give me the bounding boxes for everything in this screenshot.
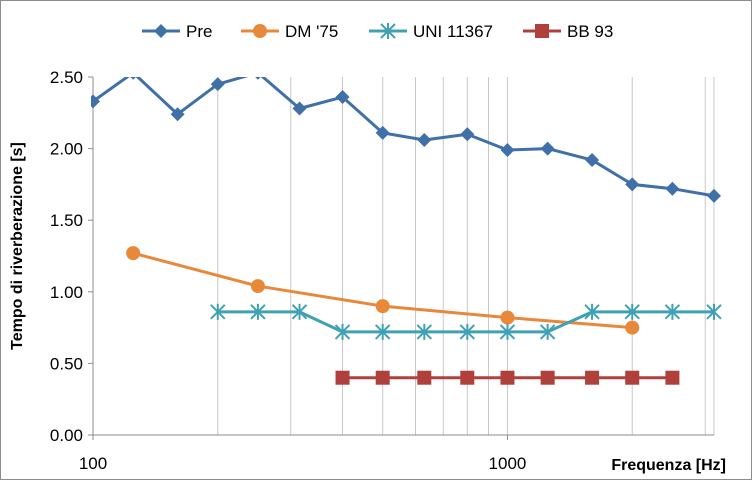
data-point: [292, 101, 307, 116]
series-bb-93: [335, 370, 680, 385]
data-point: [170, 107, 185, 122]
series-pre: [91, 77, 721, 203]
data-point: [375, 370, 390, 385]
data-point: [585, 153, 600, 168]
legend-item: UNI 11367: [369, 22, 493, 41]
data-point: [255, 77, 261, 80]
data-point: [210, 303, 226, 320]
legend: Pre DM '75 UNI 11367 BB 93: [142, 22, 613, 41]
data-point: [500, 143, 515, 158]
data-point: [334, 323, 351, 340]
data-point: [665, 370, 680, 385]
data-point: [416, 323, 433, 340]
data-point: [91, 94, 100, 109]
legend-label: Pre: [186, 22, 212, 41]
data-point: [126, 246, 141, 261]
y-tick-label: 2.50: [50, 68, 83, 87]
data-point: [375, 299, 390, 314]
legend-item: DM '75: [241, 22, 338, 41]
data-point: [335, 370, 350, 385]
y-tick-label: 2.00: [50, 140, 83, 159]
data-point: [665, 181, 680, 196]
data-point: [625, 177, 640, 192]
data-point: [707, 188, 721, 203]
data-point: [380, 23, 396, 39]
data-point: [210, 77, 225, 92]
x-axis-title: Frequenza [Hz]: [611, 457, 726, 474]
axes: 0.00 0.50 1.00 1.50 2.00 2.50 100 1000: [50, 68, 714, 473]
data-point: [500, 310, 515, 325]
data-point: [154, 24, 168, 38]
data-point: [706, 303, 722, 320]
data-point: [417, 370, 432, 385]
axis-labels: Tempo di riverberazione [s] Frequenza [H…: [9, 142, 726, 474]
legend-label: UNI 11367: [413, 22, 493, 41]
data-point: [625, 320, 640, 335]
y-tick-label: 0.50: [50, 354, 83, 373]
data-point: [499, 323, 516, 340]
data-point: [375, 125, 390, 140]
series-line: [92, 77, 715, 198]
data-point: [250, 303, 266, 320]
data-point: [584, 303, 600, 320]
data-point: [500, 370, 515, 385]
y-tick-label: 1.00: [50, 283, 83, 302]
x-tick-label: 1000: [489, 454, 527, 473]
data-point: [535, 24, 549, 38]
legend-item: BB 93: [523, 22, 613, 41]
data-point: [540, 370, 555, 385]
legend-item: Pre: [142, 22, 212, 41]
legend-label: BB 93: [567, 22, 613, 41]
series-dm-75: [126, 246, 640, 335]
data-point: [374, 323, 391, 340]
data-point: [250, 279, 265, 294]
data-point: [539, 323, 556, 340]
data-point: [585, 370, 600, 385]
data-point: [417, 133, 432, 148]
data-point: [130, 77, 136, 80]
data-point: [460, 370, 475, 385]
data-point: [625, 370, 640, 385]
y-axis-title: Tempo di riverberazione [s]: [9, 142, 26, 350]
data-point: [460, 127, 475, 142]
legend-label: DM '75: [285, 22, 338, 41]
y-tick-label: 0.00: [50, 426, 83, 445]
data-point: [664, 303, 681, 320]
data-point: [624, 303, 640, 320]
series-uni-11367: [210, 303, 722, 340]
x-tick-label: 100: [79, 454, 107, 473]
data-point: [291, 303, 308, 320]
data-point: [335, 90, 350, 105]
data-point: [253, 24, 267, 38]
series-layer: [91, 77, 722, 385]
data-point: [459, 323, 476, 340]
data-point: [540, 141, 555, 156]
y-tick-label: 1.50: [50, 211, 83, 230]
